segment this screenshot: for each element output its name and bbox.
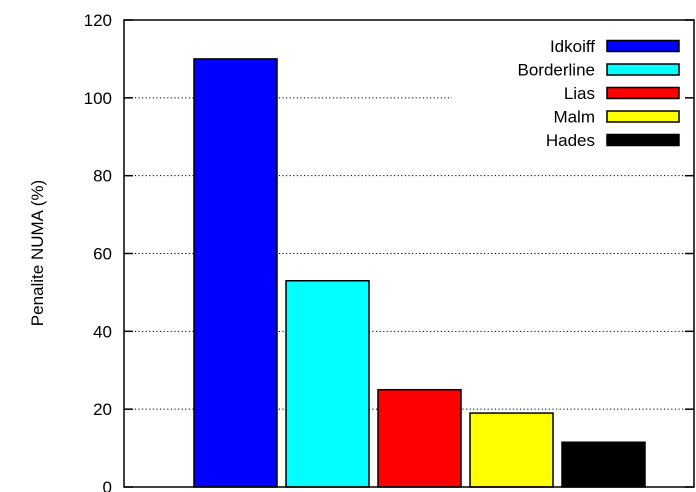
y-tick-label: 20 bbox=[93, 400, 112, 419]
y-tick-label: 80 bbox=[93, 167, 112, 186]
legend-swatch-borderline bbox=[606, 63, 680, 76]
y-tick-label: 100 bbox=[84, 89, 112, 108]
y-tick-label: 0 bbox=[103, 478, 112, 492]
bar-borderline bbox=[285, 279, 370, 488]
bar-lias bbox=[377, 388, 462, 488]
legend-label-malm: Malm bbox=[553, 108, 595, 127]
bar-hades bbox=[561, 441, 646, 488]
legend-swatch-lias bbox=[606, 86, 680, 100]
y-tick-label: 60 bbox=[93, 245, 112, 264]
y-axis-label: Penalite NUMA (%) bbox=[28, 180, 47, 326]
legend-swatch-malm bbox=[606, 110, 680, 123]
bar-malm bbox=[469, 412, 554, 488]
y-axis-ticks: 0 20 40 60 80 100 120 bbox=[84, 11, 694, 492]
legend-swatch-hades bbox=[606, 133, 680, 147]
y-tick-label: 40 bbox=[93, 322, 112, 341]
legend-label-idkoiff: Idkoiff bbox=[550, 37, 595, 56]
legend: Idkoiff Borderline Lias Malm Hades bbox=[518, 37, 680, 150]
y-tick-label: 120 bbox=[84, 11, 112, 30]
bar-idkoiff bbox=[193, 58, 278, 488]
legend-label-hades: Hades bbox=[546, 131, 595, 150]
legend-swatch-idkoiff bbox=[606, 39, 680, 53]
legend-label-borderline: Borderline bbox=[518, 61, 596, 80]
bars bbox=[193, 58, 646, 488]
legend-label-lias: Lias bbox=[564, 84, 595, 103]
